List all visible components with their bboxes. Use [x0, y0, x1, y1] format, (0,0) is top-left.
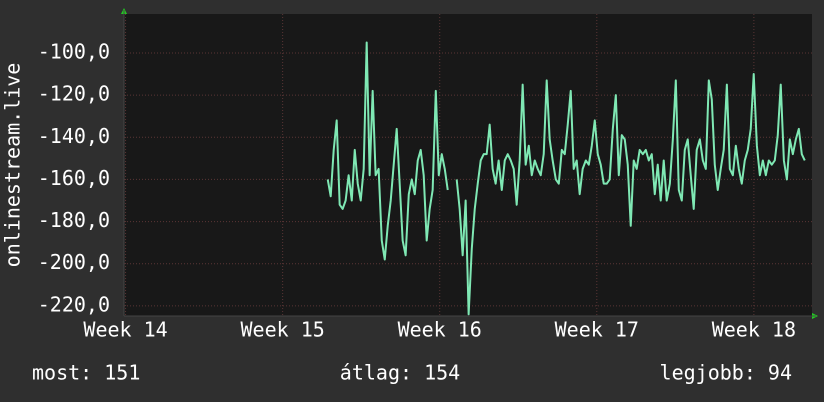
y-tick-label: -180,0: [38, 208, 110, 232]
y-axis-title: onlinestream.live: [1, 63, 25, 268]
y-tick-label: -200,0: [38, 250, 110, 274]
footer-text: most: 151: [32, 361, 140, 385]
x-tick-label: Week 16: [398, 318, 482, 342]
data-line: [326, 41, 806, 316]
x-tick-label: Week 15: [240, 318, 324, 342]
y-tick-label: -160,0: [38, 166, 110, 190]
y-tick-label: -140,0: [38, 124, 110, 148]
x-tick-label: Week 18: [712, 318, 796, 342]
y-tick-label: -100,0: [38, 39, 110, 63]
y-tick-label: -220,0: [38, 292, 110, 316]
x-tick-label: Week 14: [83, 318, 167, 342]
footer-text: legjobb: 94: [660, 361, 792, 385]
footer-text: átlag: 154: [340, 361, 460, 385]
x-tick-label: Week 17: [555, 318, 639, 342]
y-tick-label: -120,0: [38, 82, 110, 106]
